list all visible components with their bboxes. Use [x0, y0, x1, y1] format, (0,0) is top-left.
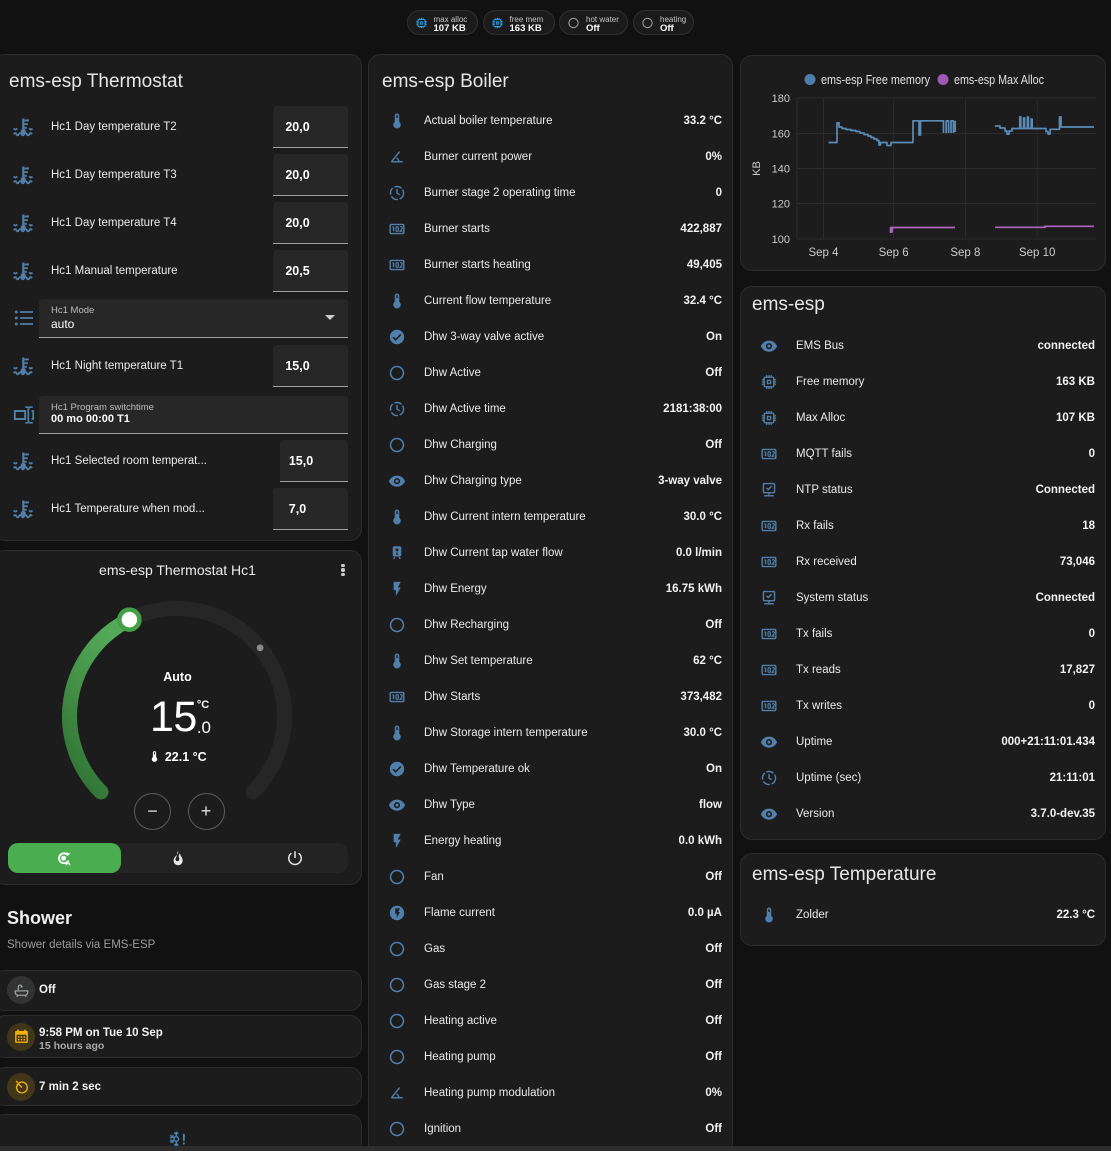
svg-text:Sep 10: Sep 10 — [1019, 247, 1055, 259]
svg-text:Sep 4: Sep 4 — [808, 247, 839, 259]
svg-text:100: 100 — [772, 234, 790, 246]
svg-text:140: 140 — [772, 163, 790, 175]
svg-text:120: 120 — [772, 198, 790, 210]
svg-text:Sep 6: Sep 6 — [879, 247, 909, 259]
svg-text:KB: KB — [751, 161, 763, 176]
svg-text:ems-esp Free memory: ems-esp Free memory — [821, 72, 930, 87]
svg-text:180: 180 — [772, 93, 790, 105]
svg-text:Sep 8: Sep 8 — [950, 247, 980, 259]
svg-text:160: 160 — [772, 128, 790, 140]
svg-text:ems-esp Max Alloc: ems-esp Max Alloc — [954, 72, 1044, 87]
